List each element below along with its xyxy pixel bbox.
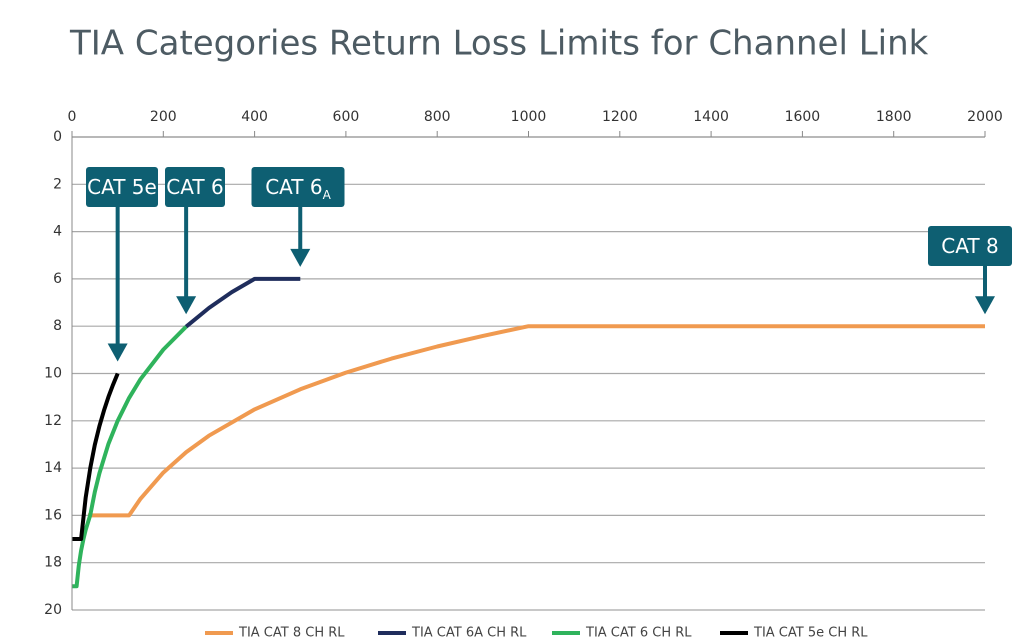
y-tick-label: 16: [44, 507, 62, 523]
annotation: CAT 8: [928, 226, 1012, 315]
x-tick-label: 200: [150, 109, 177, 125]
annotation-arrowhead: [975, 296, 995, 315]
x-tick-label: 1600: [785, 109, 821, 125]
annotation-label: CAT 8: [941, 234, 998, 258]
annotation-text: CAT 8: [941, 234, 998, 258]
annotation: CAT 6A: [251, 167, 345, 267]
annotation-label: CAT 6: [265, 175, 322, 199]
legend-label: TIA CAT 5e CH RL: [753, 626, 868, 641]
annotation-box: [165, 167, 225, 207]
annotation-box: [928, 226, 1012, 266]
annotation: CAT 5e: [86, 167, 158, 362]
x-tick-label: 0: [68, 109, 77, 125]
annotation-text: CAT 6A: [265, 175, 331, 202]
y-tick-label: 14: [44, 460, 62, 476]
series-line: [72, 372, 120, 541]
chart-title: TIA Categories Return Loss Limits for Ch…: [69, 24, 929, 64]
legend-label: TIA CAT 6 CH RL: [585, 626, 692, 641]
x-tick-label: 1400: [693, 109, 729, 125]
y-tick-label: 10: [44, 366, 62, 382]
x-tick-label: 1800: [876, 109, 912, 125]
annotation: CAT 6: [165, 167, 225, 315]
annotation-box: [251, 167, 345, 207]
x-tick-label: 1200: [602, 109, 638, 125]
annotation-arrowhead: [107, 343, 128, 362]
annotation-label: CAT 5e: [87, 175, 157, 199]
y-tick-label: 12: [44, 413, 62, 429]
series-line: [72, 325, 188, 589]
series-line: [184, 276, 301, 329]
annotation-box: [86, 167, 158, 207]
y-tick-label: 4: [53, 224, 62, 240]
annotation-arrowhead: [290, 248, 311, 267]
annotation-text: CAT 6: [166, 175, 223, 199]
y-tick-label: 2: [53, 176, 62, 192]
y-tick-label: 20: [44, 602, 62, 618]
y-tick-label: 6: [53, 271, 62, 287]
y-tick-label: 18: [44, 555, 62, 571]
annotation-label: CAT 6: [166, 175, 223, 199]
legend-label: TIA CAT 8 CH RL: [238, 626, 345, 641]
annotation-text: CAT 5e: [87, 175, 157, 199]
y-tick-label: 8: [53, 318, 62, 334]
annotation-subscript: A: [323, 188, 332, 202]
x-tick-label: 400: [241, 109, 268, 125]
x-tick-label: 600: [333, 109, 360, 125]
series-line: [88, 324, 985, 518]
x-tick-label: 1000: [511, 109, 547, 125]
y-tick-label: 0: [53, 129, 62, 145]
legend-label: TIA CAT 6A CH RL: [411, 626, 527, 641]
annotation-arrowhead: [176, 296, 197, 315]
x-tick-label: 800: [424, 109, 451, 125]
x-tick-label: 2000: [967, 109, 1003, 125]
